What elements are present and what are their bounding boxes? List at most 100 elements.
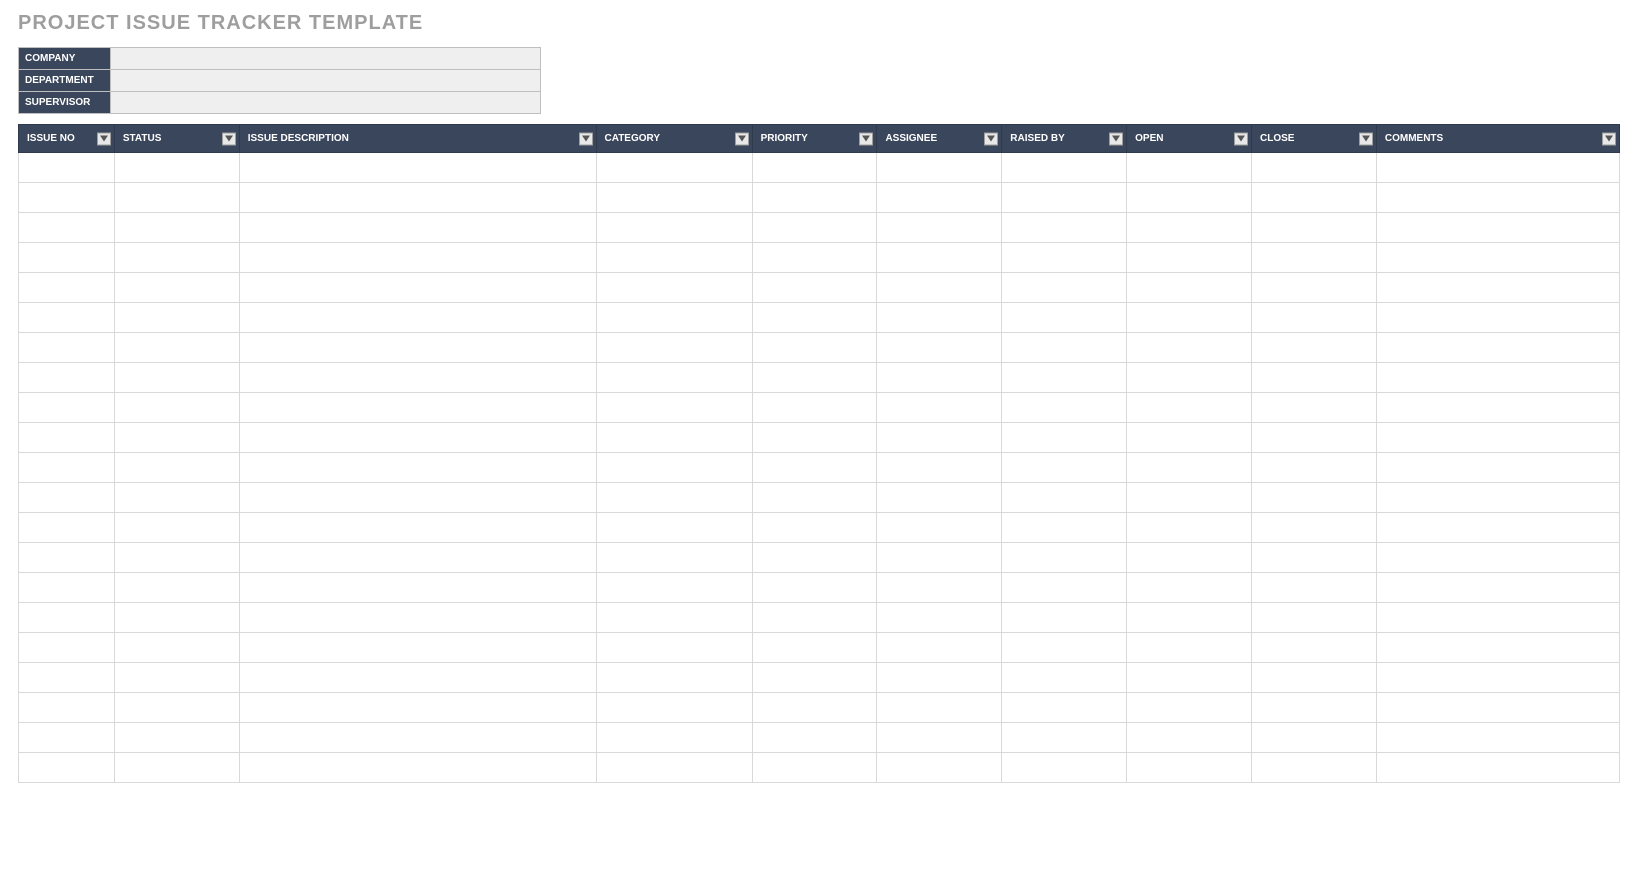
cell-raisedby[interactable] [1002, 153, 1127, 183]
column-header-category[interactable]: CATEGORY [596, 125, 752, 153]
cell-issueno[interactable] [19, 303, 115, 333]
cell-raisedby[interactable] [1002, 453, 1127, 483]
cell-assignee[interactable] [877, 573, 1002, 603]
cell-assignee[interactable] [877, 303, 1002, 333]
cell-desc[interactable] [239, 543, 596, 573]
cell-desc[interactable] [239, 573, 596, 603]
cell-open[interactable] [1127, 183, 1252, 213]
cell-close[interactable] [1252, 513, 1377, 543]
cell-open[interactable] [1127, 453, 1252, 483]
cell-raisedby[interactable] [1002, 213, 1127, 243]
cell-priority[interactable] [752, 543, 877, 573]
cell-issueno[interactable] [19, 723, 115, 753]
cell-raisedby[interactable] [1002, 243, 1127, 273]
cell-priority[interactable] [752, 303, 877, 333]
cell-priority[interactable] [752, 153, 877, 183]
column-header-desc[interactable]: ISSUE DESCRIPTION [239, 125, 596, 153]
cell-category[interactable] [596, 243, 752, 273]
cell-raisedby[interactable] [1002, 303, 1127, 333]
cell-close[interactable] [1252, 573, 1377, 603]
cell-close[interactable] [1252, 543, 1377, 573]
cell-comments[interactable] [1376, 393, 1619, 423]
cell-raisedby[interactable] [1002, 633, 1127, 663]
cell-assignee[interactable] [877, 363, 1002, 393]
cell-issueno[interactable] [19, 693, 115, 723]
cell-comments[interactable] [1376, 633, 1619, 663]
cell-close[interactable] [1252, 753, 1377, 783]
filter-dropdown-icon[interactable] [984, 132, 998, 145]
cell-category[interactable] [596, 663, 752, 693]
cell-raisedby[interactable] [1002, 333, 1127, 363]
cell-assignee[interactable] [877, 663, 1002, 693]
cell-priority[interactable] [752, 513, 877, 543]
cell-comments[interactable] [1376, 213, 1619, 243]
cell-priority[interactable] [752, 333, 877, 363]
cell-category[interactable] [596, 603, 752, 633]
cell-category[interactable] [596, 483, 752, 513]
cell-status[interactable] [114, 153, 239, 183]
cell-status[interactable] [114, 423, 239, 453]
filter-dropdown-icon[interactable] [1359, 132, 1373, 145]
cell-close[interactable] [1252, 453, 1377, 483]
cell-assignee[interactable] [877, 243, 1002, 273]
meta-value-department[interactable] [111, 70, 541, 92]
cell-open[interactable] [1127, 363, 1252, 393]
cell-priority[interactable] [752, 393, 877, 423]
cell-close[interactable] [1252, 183, 1377, 213]
cell-open[interactable] [1127, 603, 1252, 633]
cell-priority[interactable] [752, 273, 877, 303]
cell-open[interactable] [1127, 423, 1252, 453]
cell-category[interactable] [596, 633, 752, 663]
cell-category[interactable] [596, 693, 752, 723]
meta-value-company[interactable] [111, 48, 541, 70]
cell-desc[interactable] [239, 663, 596, 693]
cell-category[interactable] [596, 573, 752, 603]
cell-status[interactable] [114, 363, 239, 393]
cell-open[interactable] [1127, 213, 1252, 243]
cell-open[interactable] [1127, 303, 1252, 333]
column-header-close[interactable]: CLOSE [1252, 125, 1377, 153]
cell-open[interactable] [1127, 243, 1252, 273]
filter-dropdown-icon[interactable] [1234, 132, 1248, 145]
cell-close[interactable] [1252, 693, 1377, 723]
cell-desc[interactable] [239, 633, 596, 663]
filter-dropdown-icon[interactable] [859, 132, 873, 145]
cell-issueno[interactable] [19, 633, 115, 663]
cell-raisedby[interactable] [1002, 363, 1127, 393]
cell-open[interactable] [1127, 543, 1252, 573]
cell-close[interactable] [1252, 333, 1377, 363]
cell-priority[interactable] [752, 663, 877, 693]
cell-assignee[interactable] [877, 183, 1002, 213]
cell-close[interactable] [1252, 603, 1377, 633]
cell-issueno[interactable] [19, 423, 115, 453]
cell-category[interactable] [596, 183, 752, 213]
cell-issueno[interactable] [19, 393, 115, 423]
cell-status[interactable] [114, 513, 239, 543]
cell-comments[interactable] [1376, 603, 1619, 633]
cell-close[interactable] [1252, 393, 1377, 423]
cell-comments[interactable] [1376, 723, 1619, 753]
cell-assignee[interactable] [877, 603, 1002, 633]
cell-issueno[interactable] [19, 363, 115, 393]
cell-category[interactable] [596, 723, 752, 753]
cell-open[interactable] [1127, 693, 1252, 723]
cell-close[interactable] [1252, 303, 1377, 333]
cell-raisedby[interactable] [1002, 543, 1127, 573]
cell-comments[interactable] [1376, 483, 1619, 513]
cell-assignee[interactable] [877, 633, 1002, 663]
cell-category[interactable] [596, 393, 752, 423]
cell-assignee[interactable] [877, 153, 1002, 183]
cell-priority[interactable] [752, 723, 877, 753]
cell-close[interactable] [1252, 483, 1377, 513]
cell-comments[interactable] [1376, 153, 1619, 183]
cell-open[interactable] [1127, 153, 1252, 183]
cell-open[interactable] [1127, 393, 1252, 423]
column-header-open[interactable]: OPEN [1127, 125, 1252, 153]
cell-status[interactable] [114, 633, 239, 663]
column-header-raisedby[interactable]: RAISED BY [1002, 125, 1127, 153]
cell-priority[interactable] [752, 573, 877, 603]
cell-issueno[interactable] [19, 153, 115, 183]
cell-comments[interactable] [1376, 183, 1619, 213]
cell-desc[interactable] [239, 603, 596, 633]
cell-raisedby[interactable] [1002, 273, 1127, 303]
